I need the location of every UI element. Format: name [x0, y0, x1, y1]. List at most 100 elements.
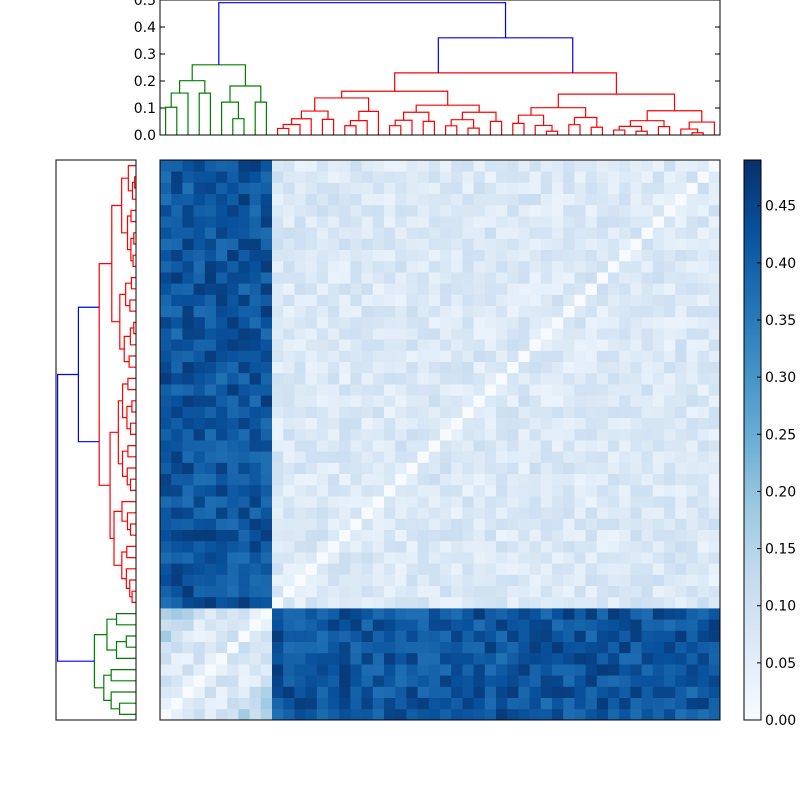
y-tick-label: 0.1	[134, 101, 156, 117]
heatmap-cell	[641, 462, 654, 474]
dendrogram-link	[254, 101, 267, 135]
heatmap-cell	[361, 249, 374, 262]
heatmap-cell	[294, 552, 306, 564]
heatmap-cell	[686, 260, 698, 273]
heatmap-cell	[216, 518, 228, 530]
heatmap-cell	[406, 529, 418, 542]
heatmap-cell	[249, 630, 262, 642]
heatmap-cell	[462, 473, 474, 486]
heatmap-cell	[395, 428, 407, 441]
heatmap-cell	[440, 328, 452, 340]
heatmap-cell	[596, 204, 609, 217]
heatmap-cell	[507, 384, 519, 396]
heatmap-cell	[630, 216, 642, 228]
heatmap-cell	[574, 652, 586, 665]
heatmap-cell	[361, 160, 374, 172]
heatmap-cell	[272, 596, 284, 609]
heatmap-cell	[630, 641, 642, 654]
heatmap-cell	[484, 462, 497, 474]
heatmap-cell	[428, 216, 441, 228]
heatmap-cell	[686, 507, 698, 519]
heatmap-cell	[350, 316, 362, 329]
heatmap-cell	[171, 361, 183, 374]
dendrogram-link	[129, 422, 136, 435]
heatmap-cell	[361, 417, 374, 430]
heatmap-cell	[574, 630, 586, 642]
heatmap-cell	[608, 675, 620, 687]
heatmap-cell	[596, 574, 609, 586]
heatmap-cell	[316, 596, 329, 609]
heatmap-cell	[227, 596, 239, 609]
heatmap-cell	[216, 249, 228, 262]
heatmap-cell	[328, 507, 340, 519]
heatmap-cell	[641, 608, 654, 620]
heatmap-cell	[518, 552, 530, 564]
heatmap-cell	[630, 585, 642, 598]
heatmap-cell	[540, 238, 553, 250]
heatmap-cell	[440, 249, 452, 262]
heatmap-cell	[563, 675, 575, 687]
heatmap-cell	[260, 260, 273, 273]
colorbar-tick-label: 0.45	[765, 199, 796, 215]
heatmap-cell	[283, 384, 295, 396]
heatmap-cell	[294, 518, 306, 530]
heatmap-cell	[417, 641, 430, 654]
heatmap-cell	[675, 339, 687, 351]
heatmap-cell	[305, 697, 318, 710]
heatmap-cell	[484, 675, 497, 687]
heatmap-cell	[664, 160, 676, 172]
heatmap-cell	[664, 294, 676, 306]
heatmap-cell	[708, 417, 721, 430]
heatmap-cell	[361, 697, 374, 710]
dendrogram-link	[110, 668, 136, 682]
dendrogram-link	[657, 125, 671, 135]
heatmap-cell	[708, 406, 721, 418]
heatmap-cell	[294, 204, 306, 217]
heatmap-cell	[630, 708, 642, 721]
dendrogram-link	[93, 633, 107, 689]
heatmap-cell	[350, 294, 362, 306]
heatmap-cell	[563, 518, 575, 530]
heatmap-cell	[451, 496, 463, 508]
heatmap-cell	[193, 406, 206, 418]
heatmap-cell	[328, 496, 340, 508]
heatmap-cell	[316, 182, 329, 194]
heatmap-cell	[552, 708, 564, 721]
heatmap-cell	[372, 249, 385, 262]
heatmap-cell	[608, 406, 620, 418]
heatmap-cell	[216, 664, 228, 676]
heatmap-cell	[619, 361, 631, 374]
heatmap-cell	[216, 417, 228, 430]
heatmap-cell	[619, 451, 631, 463]
heatmap-cell	[473, 451, 486, 463]
heatmap-cell	[608, 395, 620, 407]
dendrogram-link	[349, 120, 368, 135]
heatmap-cell	[272, 428, 284, 441]
heatmap-cell	[708, 540, 721, 553]
heatmap-cell	[507, 182, 519, 194]
heatmap-cell	[462, 417, 474, 430]
heatmap-cell	[216, 608, 228, 620]
heatmap-cell	[182, 160, 194, 172]
heatmap-cell	[664, 563, 676, 575]
heatmap-cell	[563, 608, 575, 620]
heatmap-cell	[697, 686, 710, 698]
heatmap-cell	[428, 686, 441, 698]
heatmap-cell	[238, 260, 250, 273]
heatmap-cell	[182, 171, 194, 183]
heatmap-cell	[619, 462, 631, 474]
dendrogram-link	[98, 263, 112, 486]
heatmap-cell	[496, 316, 508, 329]
heatmap-cell	[249, 708, 262, 721]
heatmap-cell	[428, 249, 441, 262]
heatmap-cell	[171, 406, 183, 418]
heatmap-cell	[294, 361, 306, 374]
heatmap-cell	[417, 585, 430, 598]
heatmap-cell	[507, 708, 519, 721]
heatmap-cell	[395, 686, 407, 698]
heatmap-cell	[227, 160, 239, 172]
heatmap-cell	[260, 440, 273, 452]
heatmap-cell	[675, 272, 687, 284]
heatmap-cell	[204, 608, 217, 620]
heatmap-cell	[529, 406, 542, 418]
